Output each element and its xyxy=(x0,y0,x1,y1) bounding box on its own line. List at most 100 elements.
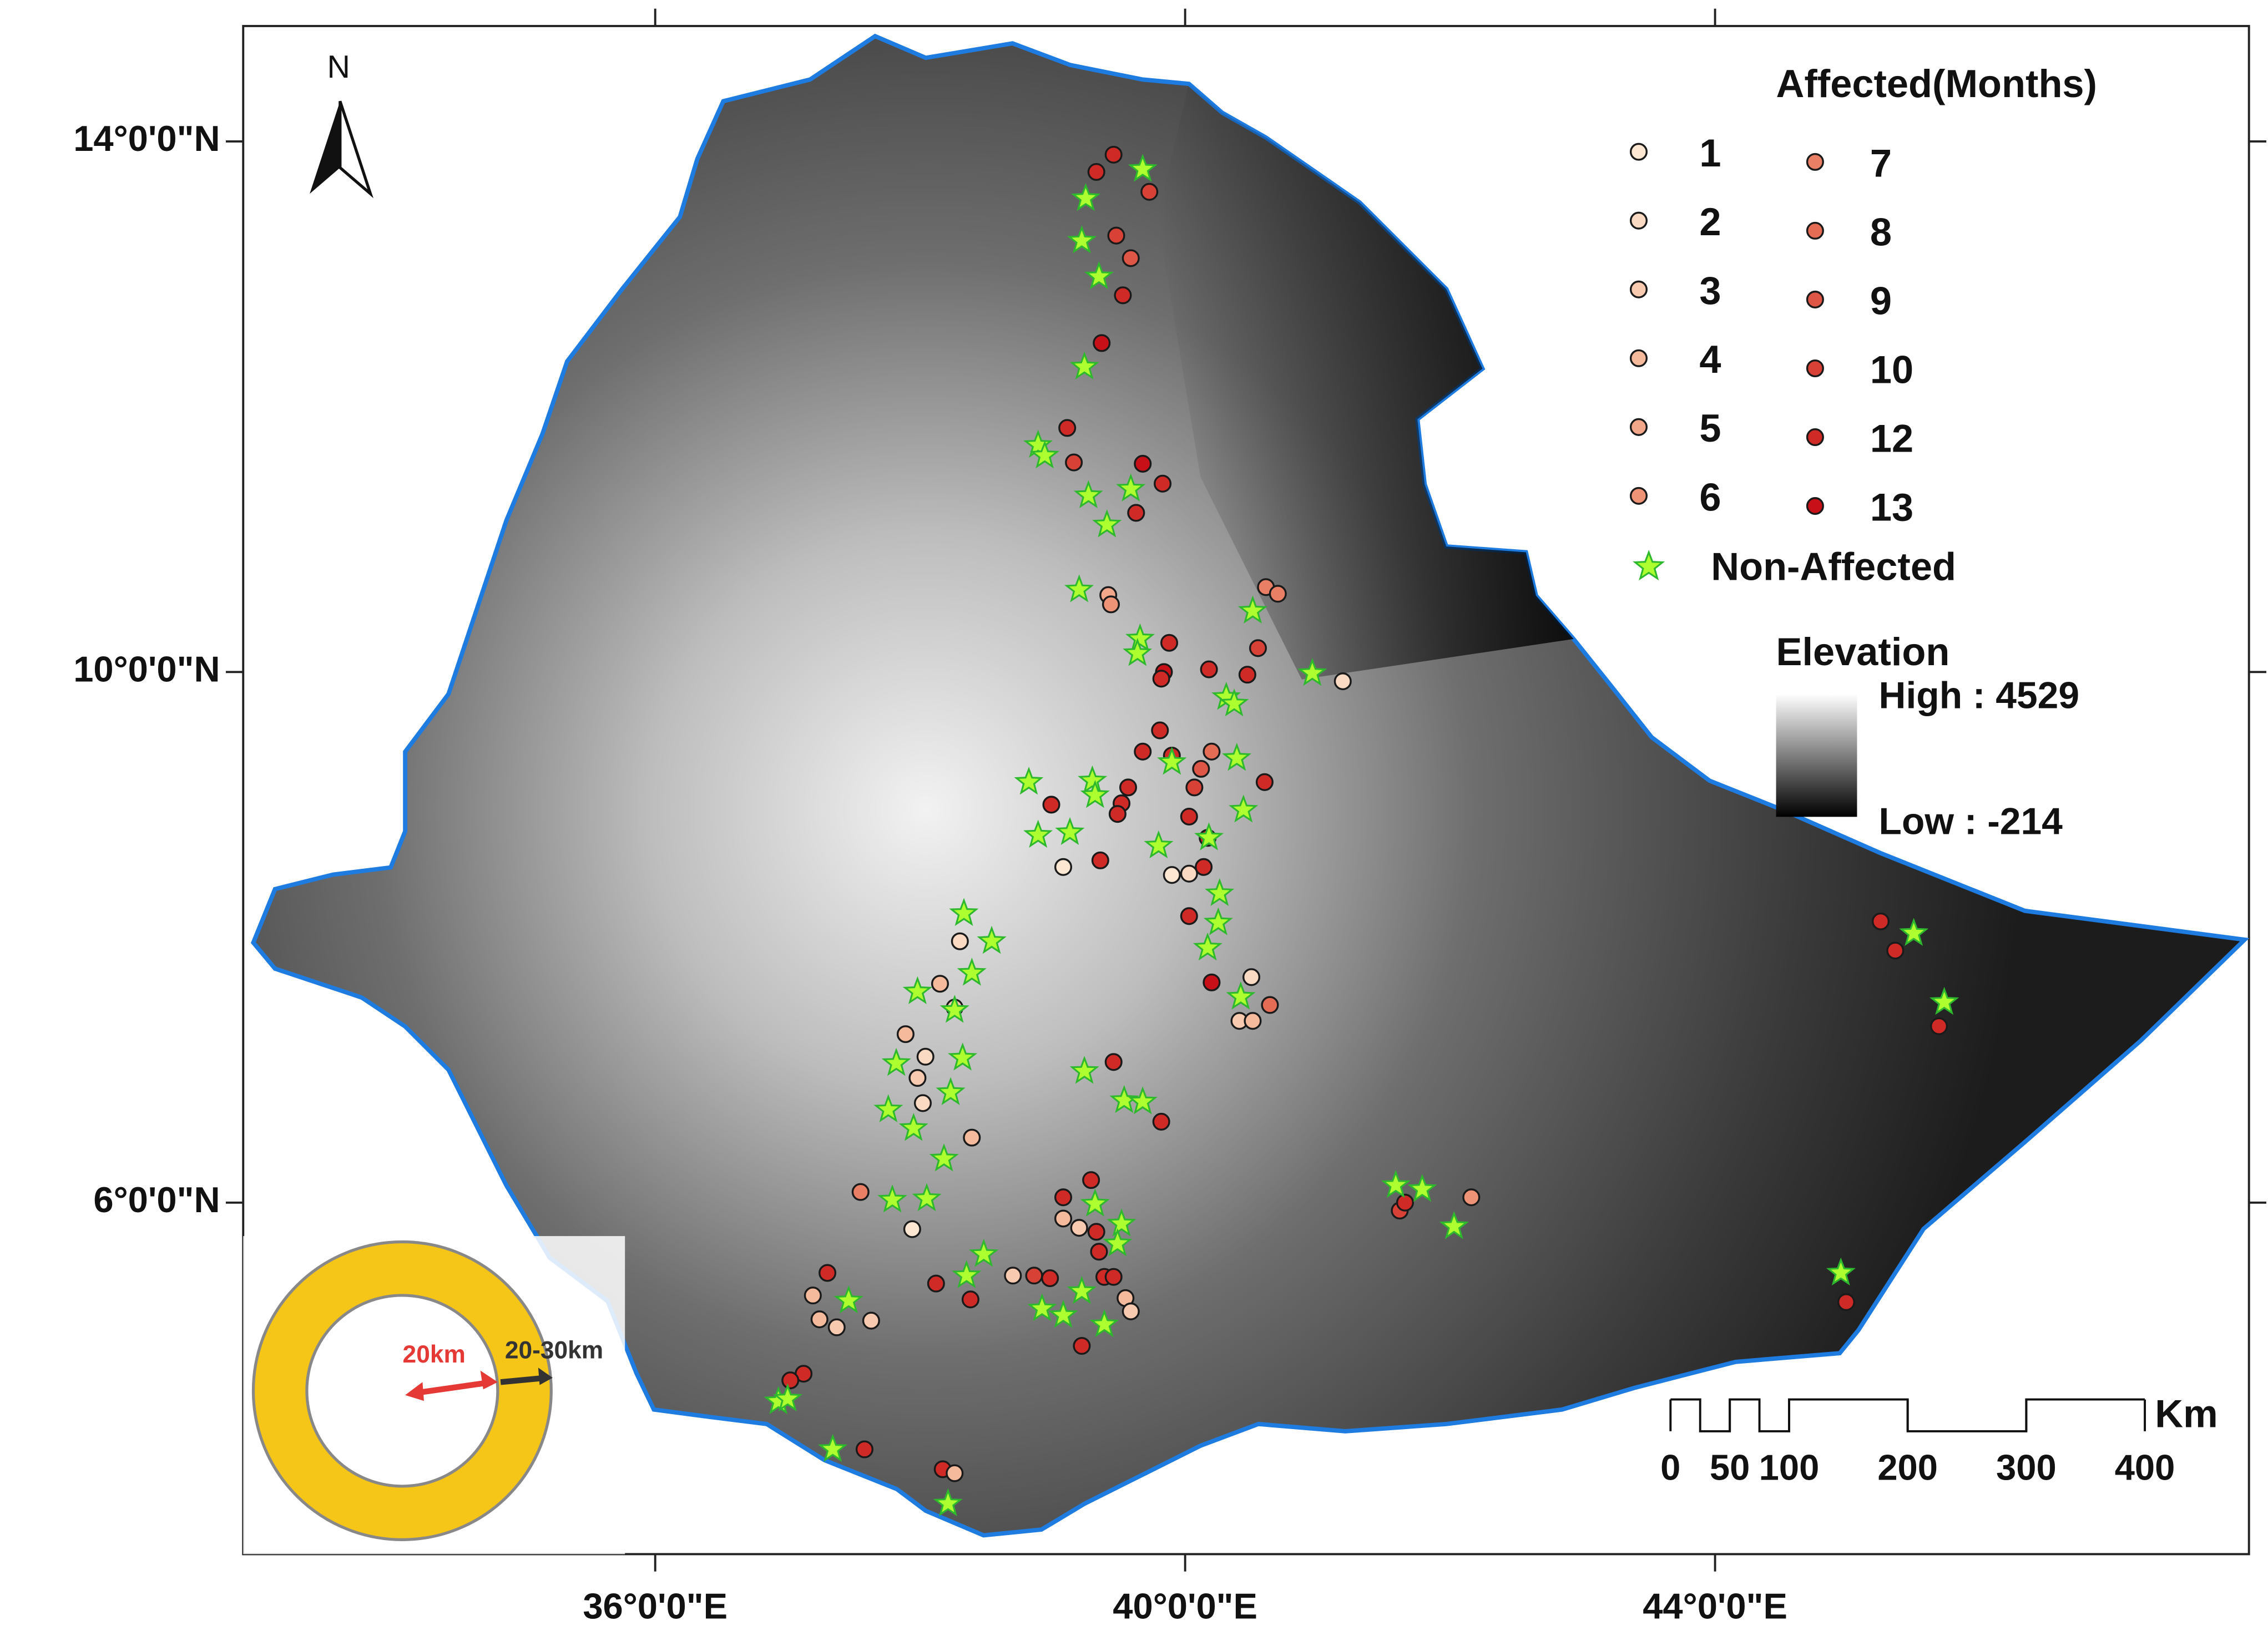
affected-site xyxy=(1093,334,1111,352)
affected-site xyxy=(1134,742,1152,761)
affected-site xyxy=(1192,759,1210,778)
legend-label: 12 xyxy=(1870,416,1913,460)
non-affected-site xyxy=(1092,509,1122,538)
non-affected-site xyxy=(952,1260,982,1288)
affected-site xyxy=(1104,145,1123,164)
non-affected-site xyxy=(1226,981,1256,1010)
affected-site xyxy=(927,1274,945,1293)
affected-site xyxy=(1025,1267,1043,1285)
affected-site xyxy=(1090,1243,1108,1261)
legend-label: 7 xyxy=(1870,141,1892,185)
legend-label: 13 xyxy=(1870,485,1913,529)
non-affected-site xyxy=(1407,1174,1437,1202)
non-affected-site xyxy=(1023,819,1053,848)
affected-site xyxy=(1837,1293,1855,1311)
affected-site xyxy=(1200,660,1218,678)
affected-site xyxy=(1134,454,1152,473)
affected-site xyxy=(946,1464,964,1482)
non-affected-site xyxy=(1027,1293,1057,1321)
non-affected-site xyxy=(1023,429,1053,458)
affected-site xyxy=(1185,778,1204,797)
non-affected-site xyxy=(1107,1208,1136,1237)
affected-site xyxy=(1242,968,1261,986)
legend-label: 5 xyxy=(1699,406,1721,450)
affected-site xyxy=(1127,504,1145,522)
non-affected-site xyxy=(1080,779,1110,808)
non-affected-site xyxy=(1203,907,1233,935)
non-affected-site xyxy=(1123,637,1153,666)
affected-site xyxy=(1886,941,1905,960)
legend-swatch xyxy=(1806,359,1824,378)
affected-site xyxy=(1087,1223,1105,1241)
non-affected-site xyxy=(1103,1228,1133,1257)
north-label: N xyxy=(327,49,350,85)
affected-site xyxy=(913,1094,932,1112)
affected-site xyxy=(1119,778,1138,797)
legend-swatch xyxy=(1629,211,1648,230)
affected-site xyxy=(1082,1171,1100,1189)
legend-label: 1 xyxy=(1699,131,1721,175)
non-affected-site xyxy=(1193,932,1223,961)
north-arrow: N xyxy=(310,49,373,199)
inset-ring-label: 20-30km xyxy=(505,1336,603,1364)
affected-site xyxy=(1004,1267,1022,1285)
non-affected-site xyxy=(1205,878,1235,906)
affected-site xyxy=(1104,1053,1123,1071)
affected-site xyxy=(1091,851,1109,869)
legend-swatch xyxy=(1629,143,1648,161)
legend-label: 3 xyxy=(1699,269,1721,312)
affected-site xyxy=(1163,866,1181,884)
non-affected-site xyxy=(1055,817,1085,845)
non-affected-site xyxy=(1073,480,1103,508)
afar-lowland xyxy=(1157,84,1574,680)
affected-site xyxy=(1070,1219,1088,1237)
non-affected-site xyxy=(957,958,987,986)
non-affected-site xyxy=(1089,1309,1119,1338)
non-affected-site xyxy=(1014,766,1044,795)
affected-site xyxy=(1462,1188,1481,1207)
scale-unit: Km xyxy=(2155,1391,2218,1435)
non-affected-site xyxy=(873,1094,903,1123)
affected-site xyxy=(908,1068,927,1087)
affected-site xyxy=(1160,634,1179,652)
non-affected-site xyxy=(1084,261,1114,290)
affected-site xyxy=(1087,163,1105,181)
affected-site xyxy=(1396,1193,1414,1212)
legend-label: 9 xyxy=(1870,278,1892,322)
non-affected-site xyxy=(834,1285,863,1314)
inset-box: 20km 20-30km xyxy=(243,1236,625,1554)
affected-site xyxy=(1269,585,1287,603)
affected-site xyxy=(1073,1336,1091,1355)
non-affected-site xyxy=(817,1434,848,1462)
affected-site xyxy=(1154,474,1172,493)
legend-label: Non-Affected xyxy=(1711,544,1956,588)
affected-site xyxy=(1151,721,1169,740)
non-affected-site xyxy=(949,898,979,926)
legend-swatch xyxy=(1806,428,1824,447)
affected-site xyxy=(810,1310,829,1329)
non-affected-site xyxy=(1222,742,1252,771)
affected-site xyxy=(1054,858,1073,876)
country-terrain xyxy=(250,33,2250,1538)
legend-label: 4 xyxy=(1699,337,1721,381)
non-affected-site xyxy=(1128,154,1158,182)
non-affected-site xyxy=(772,1383,803,1412)
non-affected-site xyxy=(1899,918,1929,946)
affected-site xyxy=(1180,864,1198,883)
non-affected-site xyxy=(929,1143,959,1172)
affected-site xyxy=(855,1440,873,1458)
affected-site xyxy=(1203,742,1221,761)
affected-site xyxy=(1152,1112,1170,1131)
affected-site xyxy=(1203,973,1221,991)
legend-swatch xyxy=(1806,497,1824,515)
non-affected-site xyxy=(1080,1188,1110,1217)
scale-bar xyxy=(1670,1398,2145,1432)
affected-site xyxy=(1114,286,1132,305)
affected-site xyxy=(1255,773,1274,791)
y-tick-label: 10°0'0"N xyxy=(73,649,220,690)
affected-site xyxy=(961,1290,979,1309)
legend-swatch xyxy=(1806,290,1824,308)
non-affected-site xyxy=(912,1183,942,1212)
non-affected-site xyxy=(1157,746,1187,775)
